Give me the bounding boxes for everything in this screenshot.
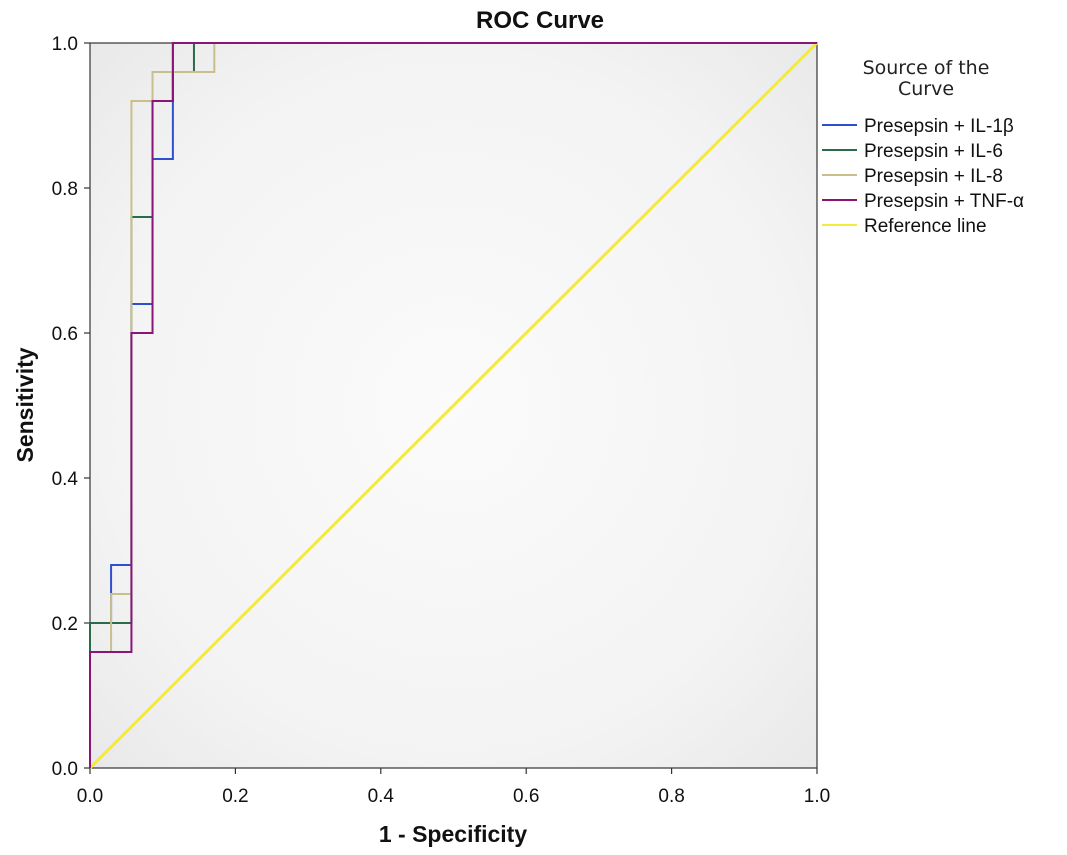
roc-series-line	[89, 42, 817, 768]
y-tick-label: 0.6	[52, 324, 78, 345]
x-tick-label: 1.0	[804, 786, 830, 807]
legend-item-label: Presepsin + IL-1β	[864, 116, 1014, 137]
y-tick-label: 0.8	[52, 179, 78, 200]
legend-item-label: Reference line	[864, 216, 987, 237]
x-tick-label: 0.2	[222, 786, 248, 807]
x-tick-label: 0.4	[368, 786, 395, 807]
legend-item-label: Presepsin + IL-8	[864, 166, 1003, 187]
x-tick-label: 0.6	[513, 786, 539, 807]
x-tick-label: 0.0	[77, 786, 103, 807]
reference-line	[88, 41, 819, 770]
y-tick-label: 0.0	[52, 759, 78, 780]
y-tick-label: 1.0	[52, 34, 78, 55]
series-layer	[88, 41, 819, 770]
legend-title: Curve	[898, 78, 954, 100]
axes: 0.0 0.2 0.4 0.6 0.8 1.0 0.0 0.2 0.4 0.6 0.8 1.0	[52, 34, 831, 807]
x-tick-label: 0.8	[658, 786, 684, 807]
y-tick-label: 0.2	[52, 614, 78, 635]
x-axis-label: 1 - Specificity	[379, 821, 527, 847]
y-axis-label: Sensitivity	[12, 347, 38, 462]
legend-item-label: Presepsin + IL-6	[864, 141, 1003, 162]
legend-title: Source of the	[863, 57, 990, 79]
y-tick-label: 0.4	[52, 469, 79, 490]
chart-title: ROC Curve	[476, 7, 604, 34]
legend-item-label: Presepsin + TNF-α	[864, 191, 1024, 212]
